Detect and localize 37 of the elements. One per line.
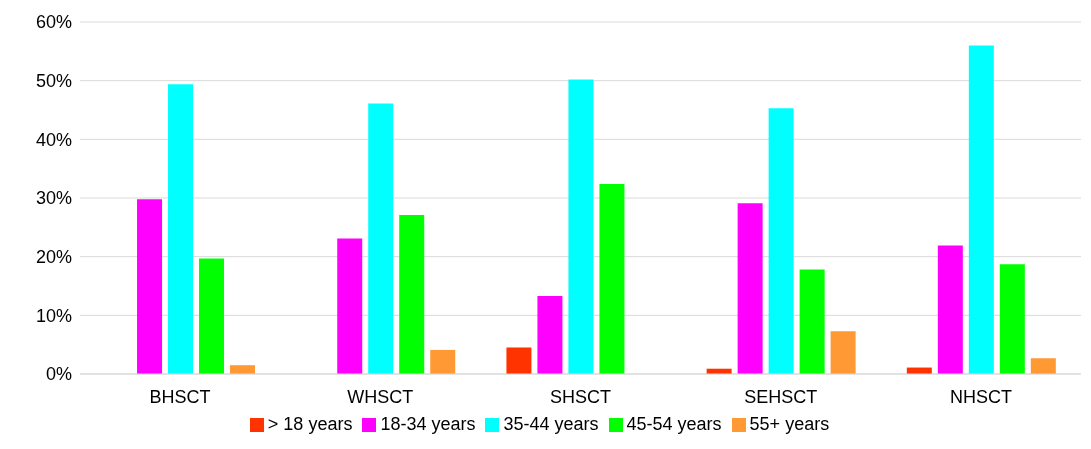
x-tick-label: NHSCT: [949, 386, 1012, 407]
bar: [737, 203, 763, 374]
x-tick-label: BHSCT: [149, 386, 211, 407]
y-tick-label: 10%: [35, 305, 72, 326]
bar: [430, 349, 456, 374]
legend-label: > 18 years: [267, 414, 353, 434]
bar: [199, 258, 225, 374]
bar: [399, 215, 425, 374]
legend-label: 55+ years: [749, 414, 830, 434]
bar: [968, 45, 994, 374]
bar: [337, 238, 363, 374]
bar: [799, 269, 825, 374]
y-tick-label: 40%: [35, 129, 72, 150]
bar: [506, 347, 532, 374]
bar: [599, 183, 625, 374]
bar: [830, 331, 856, 374]
y-tick-label: 30%: [35, 188, 72, 209]
x-tick-label: SHSCT: [549, 386, 612, 407]
y-tick-label: 50%: [35, 71, 72, 92]
bar: [168, 84, 194, 374]
legend-label: 18-34 years: [380, 414, 476, 434]
bar: [1030, 358, 1056, 374]
x-tick-label: WHSCT: [347, 386, 414, 407]
bar: [568, 79, 594, 374]
bar: [368, 103, 394, 374]
bar: [999, 264, 1025, 374]
bar: [537, 295, 563, 374]
bar: [137, 199, 163, 374]
legend-label: 45-54 years: [626, 414, 722, 434]
y-tick-label: 60%: [35, 12, 72, 33]
y-tick-label: 20%: [35, 247, 72, 268]
bar: [230, 365, 256, 374]
legend-label: 35-44 years: [503, 414, 599, 434]
x-tick-label: SEHSCT: [744, 386, 818, 407]
bar: [768, 108, 794, 374]
y-tick-label: 0%: [45, 364, 72, 385]
bar: [937, 245, 963, 374]
